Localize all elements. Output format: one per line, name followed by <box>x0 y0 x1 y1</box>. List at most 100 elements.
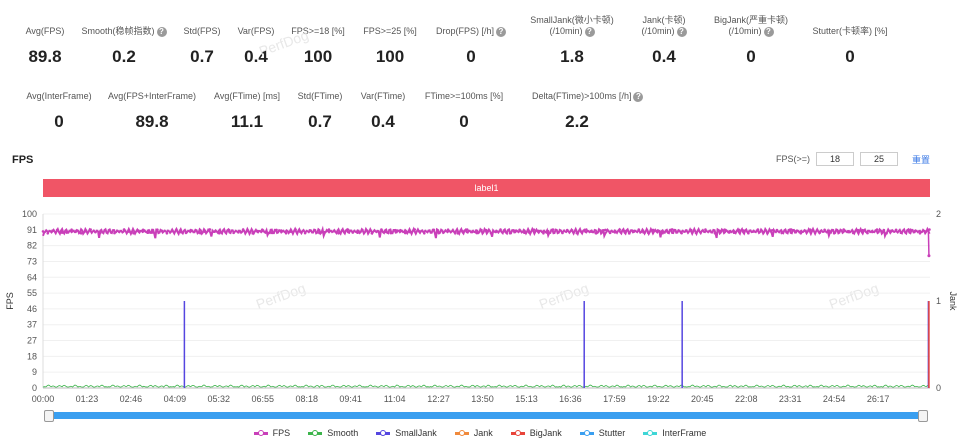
y-tick-label: 100 <box>22 209 37 219</box>
x-tick-label: 19:22 <box>647 394 670 404</box>
help-icon[interactable]: ? <box>633 91 644 102</box>
x-tick-label: 13:50 <box>471 394 494 404</box>
metric-label: Avg(InterFrame) <box>14 91 104 102</box>
slider-track[interactable] <box>50 412 922 419</box>
series-fps-point <box>375 230 378 233</box>
series-fps-point <box>351 231 355 234</box>
series-fps-point <box>608 231 612 235</box>
series-fps-point <box>804 229 807 233</box>
series-fps-point <box>332 229 336 233</box>
metric-label-text: Avg(FTime) [ms] <box>213 91 280 101</box>
metric-label-text: Smooth(稳帧指数) <box>81 26 155 36</box>
legend-item-fps[interactable]: FPS <box>253 428 290 438</box>
series-fps-point <box>742 229 745 232</box>
series-fps-point <box>156 228 159 231</box>
series-fps-point <box>585 228 588 231</box>
reset-button[interactable]: 重置 <box>911 154 930 165</box>
slider-left-handle[interactable] <box>44 410 54 422</box>
metric-smalljank: SmallJank(微小卡顿) (/10min)? 1.8 <box>527 15 617 67</box>
metric-label-text: Std(FPS) <box>183 26 221 36</box>
series-fps-point <box>137 229 140 232</box>
series-fps-point <box>179 230 183 234</box>
series-fps-point <box>175 228 178 231</box>
x-tick-label: 26:17 <box>867 394 890 404</box>
help-icon[interactable]: ? <box>584 26 595 37</box>
series-fps-point <box>494 230 498 234</box>
time-range-slider[interactable] <box>44 410 928 422</box>
y-right-tick-label: 2 <box>936 209 941 219</box>
series-fps-point <box>646 231 650 235</box>
series-fps-point <box>785 230 788 234</box>
help-icon[interactable]: ? <box>496 26 506 37</box>
series-fps-point <box>632 229 636 233</box>
metric-label: Stutter(卡顿率) [%] <box>805 26 895 37</box>
y-tick-label: 27 <box>27 336 37 346</box>
legend-item-smalljank[interactable]: SmallJank <box>376 428 437 438</box>
metric-label-text: Var(FTime) <box>360 91 406 101</box>
series-fps-point <box>103 228 107 232</box>
series-fps-point <box>461 230 464 233</box>
series-smooth-line <box>42 384 930 388</box>
series-fps-point <box>842 228 845 231</box>
y-right-tick-label: 0 <box>936 383 941 393</box>
legend-item-interframe[interactable]: InterFrame <box>643 428 706 438</box>
series-fps-point <box>837 230 841 233</box>
series-fps-point <box>237 231 240 234</box>
slider-right-handle[interactable] <box>918 410 928 422</box>
label-bar[interactable]: label1 <box>43 179 930 197</box>
help-icon[interactable]: ? <box>763 26 774 37</box>
metric-label-text: Avg(FPS) <box>25 26 65 36</box>
legend-item-jank[interactable]: Jank <box>454 428 493 438</box>
legend-swatch-icon <box>454 429 469 436</box>
series-fps-point <box>542 232 545 235</box>
series-fps-point <box>55 228 59 232</box>
series-fps-point <box>222 229 226 232</box>
metric-label-text: Std(FTime) <box>297 91 343 101</box>
series-fps-point <box>246 229 250 233</box>
fps-threshold-1-input[interactable] <box>815 152 854 166</box>
metric-label: Var(FTime) <box>338 91 428 102</box>
legend-label: InterFrame <box>662 428 707 438</box>
y-tick-label: 9 <box>32 367 37 377</box>
metric-label-text: SmallJank(微小卡顿) <box>530 15 614 25</box>
series-fps-point <box>818 231 822 234</box>
legend-item-bigjank[interactable]: BigJank <box>510 428 562 438</box>
series-fps-point <box>361 228 364 232</box>
metric-value: 0.7 <box>308 112 332 131</box>
metric-label: Std(FTime) <box>275 91 365 102</box>
x-tick-label: 05:32 <box>208 394 231 404</box>
legend-item-stutter[interactable]: Stutter <box>579 428 625 438</box>
help-icon[interactable]: ? <box>676 26 687 37</box>
legend-item-smooth[interactable]: Smooth <box>308 428 358 438</box>
metric-label-text: FPS>=25 [%] <box>363 26 417 36</box>
metric-value: 0.7 <box>190 47 214 66</box>
help-icon[interactable]: ? <box>156 26 167 37</box>
series-fps-point <box>337 232 340 235</box>
metric-label-text: (/10min) <box>728 26 762 36</box>
series-fps-point <box>928 228 931 231</box>
series-fps-point <box>318 231 321 235</box>
metric-label-text: (/10min) <box>641 26 675 36</box>
series-fps-point <box>861 228 865 232</box>
series-fps-point <box>160 229 164 233</box>
y-tick-label: 91 <box>27 225 37 235</box>
series-fps-point <box>241 228 245 231</box>
series-fps-point <box>346 228 350 231</box>
series-fps-point <box>847 230 850 234</box>
series-fps-point <box>403 231 407 235</box>
series-fps-point <box>408 230 412 234</box>
x-tick-label: 00:00 <box>32 394 55 404</box>
series-fps-point <box>599 229 602 232</box>
series-fps-point <box>565 228 569 232</box>
series-fps-point <box>708 229 712 233</box>
series-fps-point <box>442 231 445 234</box>
metric-label: Avg(FPS) <box>0 26 90 37</box>
x-tick-label: 17:59 <box>603 394 626 404</box>
legend-label: Jank <box>473 428 493 438</box>
series-fps-point <box>284 231 288 235</box>
series-fps-point <box>580 230 583 234</box>
series-fps-point <box>723 228 726 231</box>
fps-threshold-2-input[interactable] <box>859 152 898 166</box>
x-tick-label: 16:36 <box>559 394 582 404</box>
y-tick-label: 64 <box>27 272 37 282</box>
